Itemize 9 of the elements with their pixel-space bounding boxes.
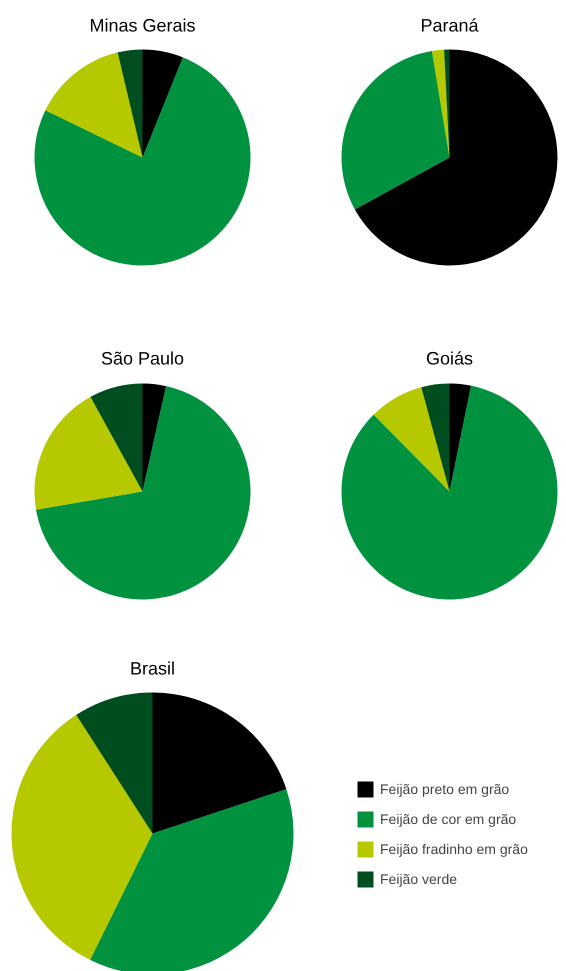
chart-title: Paraná xyxy=(420,16,480,36)
chart-title: Minas Gerais xyxy=(89,16,196,36)
legend-label: Feijão preto em grão xyxy=(380,781,510,797)
legend-label: Feijão verde xyxy=(380,871,458,887)
chart-title: Goiás xyxy=(426,348,474,368)
legend-label: Feijão fradinho em grão xyxy=(380,841,528,857)
legend-label: Feijão de cor em grão xyxy=(380,811,516,827)
chart-title: São Paulo xyxy=(100,348,184,368)
chart-title: Brasil xyxy=(130,658,176,678)
